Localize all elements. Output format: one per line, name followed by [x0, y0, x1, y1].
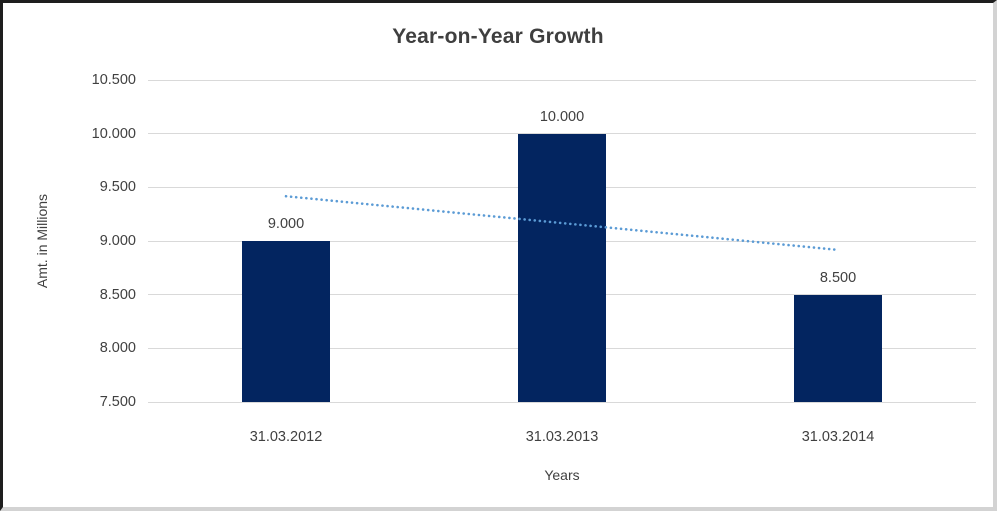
- x-tick-label: 31.03.2012: [249, 429, 323, 445]
- y-tick-label: 9.000: [99, 233, 136, 249]
- bar: [794, 294, 882, 402]
- y-tick-label: 7.500: [99, 394, 136, 410]
- gridline: [148, 401, 976, 403]
- chart-title: Year-on-Year Growth: [392, 25, 604, 48]
- x-tick-label: 31.03.2014: [801, 429, 875, 445]
- y-tick-label: 10.000: [91, 125, 136, 142]
- bar: [242, 241, 330, 402]
- y-tick-label: 10.500: [91, 72, 136, 88]
- trendline: [284, 194, 840, 252]
- bar-data-label: 9.000: [267, 216, 305, 232]
- plot-area: 9.000 31.03.2012 10.000 31.03.2013 8.500 31.0…: [148, 79, 976, 445]
- x-axis-title: Years: [544, 467, 580, 483]
- bar-data-label: 10.000: [539, 108, 585, 125]
- y-tick-label: 9.500: [99, 179, 136, 196]
- x-tick-label: 31.03.2013: [525, 429, 599, 445]
- bar: [518, 133, 606, 402]
- gridline: [148, 79, 976, 81]
- y-tick-label: 8.000: [99, 340, 136, 357]
- bar-data-label: 8.500: [819, 269, 857, 286]
- y-tick-label: 8.500: [99, 286, 136, 303]
